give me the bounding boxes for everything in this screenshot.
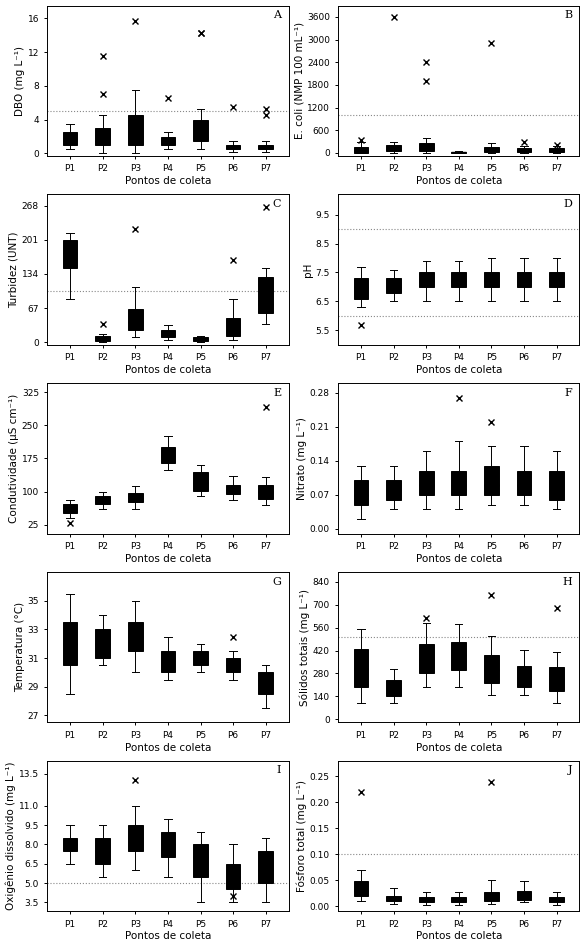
PathPatch shape bbox=[193, 472, 208, 491]
PathPatch shape bbox=[193, 651, 208, 665]
X-axis label: Pontos de coleta: Pontos de coleta bbox=[125, 554, 211, 563]
Text: B: B bbox=[564, 10, 572, 20]
PathPatch shape bbox=[128, 493, 143, 502]
PathPatch shape bbox=[160, 136, 176, 145]
X-axis label: Pontos de coleta: Pontos de coleta bbox=[415, 365, 502, 375]
PathPatch shape bbox=[419, 644, 433, 673]
Y-axis label: pH: pH bbox=[302, 262, 313, 277]
Y-axis label: Nitrato (mg L⁻¹): Nitrato (mg L⁻¹) bbox=[297, 417, 307, 500]
PathPatch shape bbox=[226, 145, 240, 150]
PathPatch shape bbox=[517, 149, 531, 152]
PathPatch shape bbox=[226, 658, 240, 672]
X-axis label: Pontos de coleta: Pontos de coleta bbox=[125, 365, 211, 375]
PathPatch shape bbox=[226, 864, 240, 889]
PathPatch shape bbox=[484, 466, 499, 495]
Y-axis label: DBO (mg L⁻¹): DBO (mg L⁻¹) bbox=[15, 45, 25, 116]
PathPatch shape bbox=[354, 148, 369, 152]
PathPatch shape bbox=[128, 622, 143, 651]
Text: H: H bbox=[562, 577, 572, 586]
PathPatch shape bbox=[419, 144, 433, 151]
Text: E: E bbox=[273, 387, 281, 398]
PathPatch shape bbox=[259, 277, 273, 313]
PathPatch shape bbox=[95, 838, 110, 864]
PathPatch shape bbox=[386, 146, 401, 151]
PathPatch shape bbox=[549, 667, 564, 690]
PathPatch shape bbox=[386, 896, 401, 901]
PathPatch shape bbox=[549, 471, 564, 500]
PathPatch shape bbox=[128, 825, 143, 851]
PathPatch shape bbox=[63, 838, 77, 851]
PathPatch shape bbox=[95, 496, 110, 504]
PathPatch shape bbox=[419, 897, 433, 902]
X-axis label: Pontos de coleta: Pontos de coleta bbox=[125, 176, 211, 186]
PathPatch shape bbox=[484, 148, 499, 152]
PathPatch shape bbox=[419, 471, 433, 495]
PathPatch shape bbox=[549, 149, 564, 152]
Y-axis label: Oxigênio dissolvido (mg L⁻¹): Oxigênio dissolvido (mg L⁻¹) bbox=[5, 762, 16, 910]
X-axis label: Pontos de coleta: Pontos de coleta bbox=[415, 742, 502, 753]
Text: D: D bbox=[563, 199, 572, 209]
Text: G: G bbox=[273, 577, 281, 586]
PathPatch shape bbox=[259, 485, 273, 499]
X-axis label: Pontos de coleta: Pontos de coleta bbox=[125, 742, 211, 753]
Y-axis label: E. coli (NMP 100 mL⁻¹): E. coli (NMP 100 mL⁻¹) bbox=[294, 22, 304, 139]
PathPatch shape bbox=[95, 630, 110, 658]
PathPatch shape bbox=[517, 890, 531, 900]
PathPatch shape bbox=[259, 851, 273, 883]
PathPatch shape bbox=[193, 845, 208, 877]
PathPatch shape bbox=[517, 471, 531, 495]
X-axis label: Pontos de coleta: Pontos de coleta bbox=[415, 932, 502, 941]
PathPatch shape bbox=[128, 116, 143, 145]
PathPatch shape bbox=[226, 485, 240, 494]
PathPatch shape bbox=[452, 273, 466, 287]
PathPatch shape bbox=[193, 119, 208, 141]
PathPatch shape bbox=[386, 278, 401, 293]
PathPatch shape bbox=[484, 892, 499, 901]
Text: A: A bbox=[273, 10, 281, 20]
PathPatch shape bbox=[452, 471, 466, 495]
PathPatch shape bbox=[484, 273, 499, 287]
PathPatch shape bbox=[386, 480, 401, 500]
Y-axis label: Fósforo total (mg L⁻¹): Fósforo total (mg L⁻¹) bbox=[297, 780, 307, 892]
PathPatch shape bbox=[484, 655, 499, 683]
Text: C: C bbox=[273, 199, 281, 209]
PathPatch shape bbox=[354, 278, 369, 298]
PathPatch shape bbox=[63, 504, 77, 513]
PathPatch shape bbox=[160, 651, 176, 672]
PathPatch shape bbox=[160, 831, 176, 857]
PathPatch shape bbox=[452, 897, 466, 902]
PathPatch shape bbox=[452, 641, 466, 670]
PathPatch shape bbox=[386, 680, 401, 696]
X-axis label: Pontos de coleta: Pontos de coleta bbox=[125, 932, 211, 941]
X-axis label: Pontos de coleta: Pontos de coleta bbox=[415, 176, 502, 186]
PathPatch shape bbox=[517, 666, 531, 688]
PathPatch shape bbox=[160, 446, 176, 463]
PathPatch shape bbox=[128, 309, 143, 330]
Text: J: J bbox=[567, 765, 572, 776]
PathPatch shape bbox=[259, 672, 273, 694]
Y-axis label: Condutividade (µS cm⁻¹): Condutividade (µS cm⁻¹) bbox=[9, 394, 19, 523]
Y-axis label: Temperatura (°C): Temperatura (°C) bbox=[15, 602, 25, 692]
Text: I: I bbox=[277, 765, 281, 776]
PathPatch shape bbox=[549, 897, 564, 902]
PathPatch shape bbox=[63, 622, 77, 665]
PathPatch shape bbox=[517, 273, 531, 287]
Y-axis label: Sólidos totais (mg L⁻¹): Sólidos totais (mg L⁻¹) bbox=[300, 589, 310, 706]
Y-axis label: Turbidez (UNT): Turbidez (UNT) bbox=[9, 231, 19, 308]
PathPatch shape bbox=[95, 128, 110, 145]
X-axis label: Pontos de coleta: Pontos de coleta bbox=[415, 554, 502, 563]
PathPatch shape bbox=[63, 133, 77, 145]
PathPatch shape bbox=[419, 273, 433, 287]
PathPatch shape bbox=[354, 882, 369, 896]
PathPatch shape bbox=[95, 336, 110, 341]
PathPatch shape bbox=[549, 273, 564, 287]
PathPatch shape bbox=[160, 330, 176, 337]
PathPatch shape bbox=[226, 318, 240, 336]
PathPatch shape bbox=[63, 241, 77, 268]
PathPatch shape bbox=[354, 649, 369, 687]
PathPatch shape bbox=[259, 145, 273, 150]
PathPatch shape bbox=[193, 337, 208, 341]
Text: F: F bbox=[565, 387, 572, 398]
PathPatch shape bbox=[354, 480, 369, 505]
